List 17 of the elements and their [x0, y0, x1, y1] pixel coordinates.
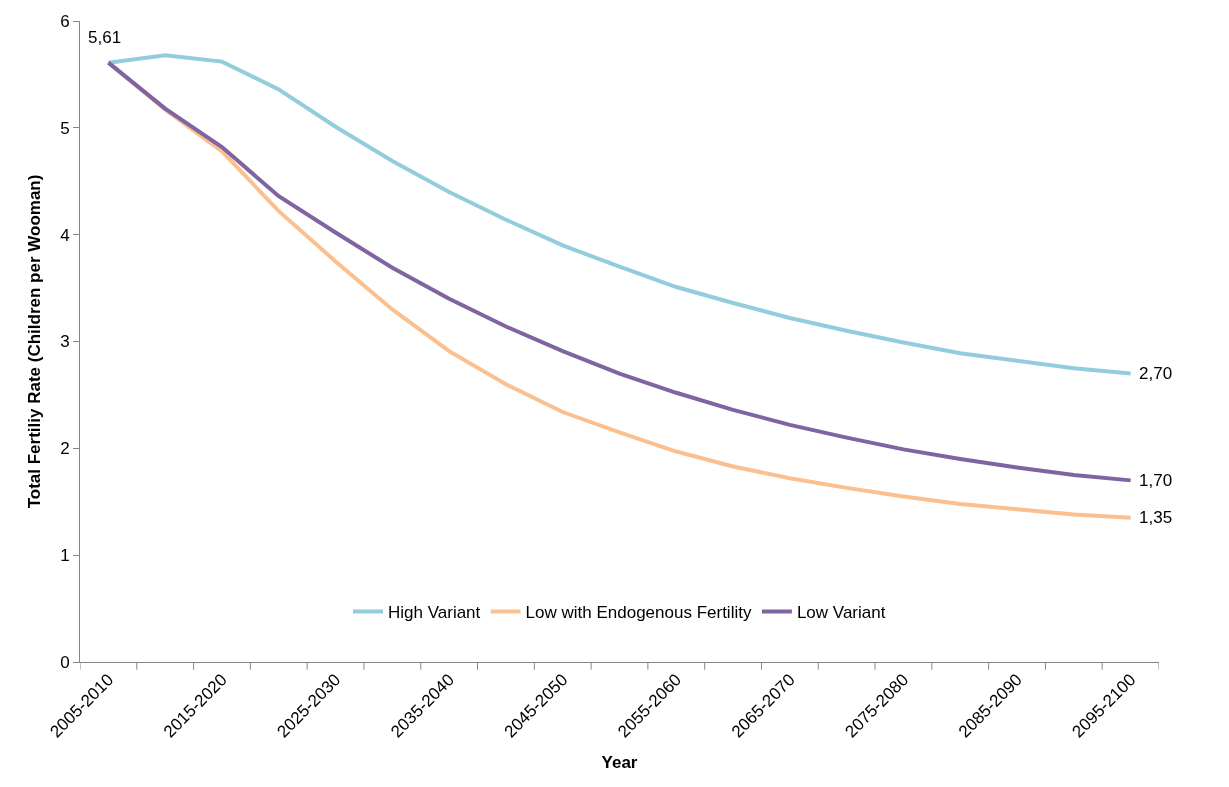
- legend-label: High Variant: [388, 603, 481, 623]
- y-tick-label: 5: [60, 118, 70, 138]
- data-label: 1,70: [1139, 471, 1173, 490]
- y-tick-label: 6: [60, 11, 70, 31]
- x-axis-title: Year: [601, 752, 638, 772]
- y-tick-label: 1: [60, 546, 70, 566]
- y-tick-label: 3: [60, 332, 70, 352]
- legend-label: Low with Endogenous Fertility: [525, 603, 752, 623]
- data-label: 2,70: [1139, 364, 1173, 383]
- y-axis-title: Total Fertiliy Rate (Children per Wooman): [24, 174, 44, 509]
- data-label: 1,35: [1139, 508, 1173, 527]
- legend-label: Low Variant: [796, 603, 886, 623]
- y-tick-label: 4: [60, 225, 70, 245]
- y-tick-label: 2: [60, 439, 70, 459]
- line-series: [106, 53, 1133, 376]
- data-label: 5,61: [88, 28, 122, 47]
- y-tick-label: 0: [60, 652, 70, 672]
